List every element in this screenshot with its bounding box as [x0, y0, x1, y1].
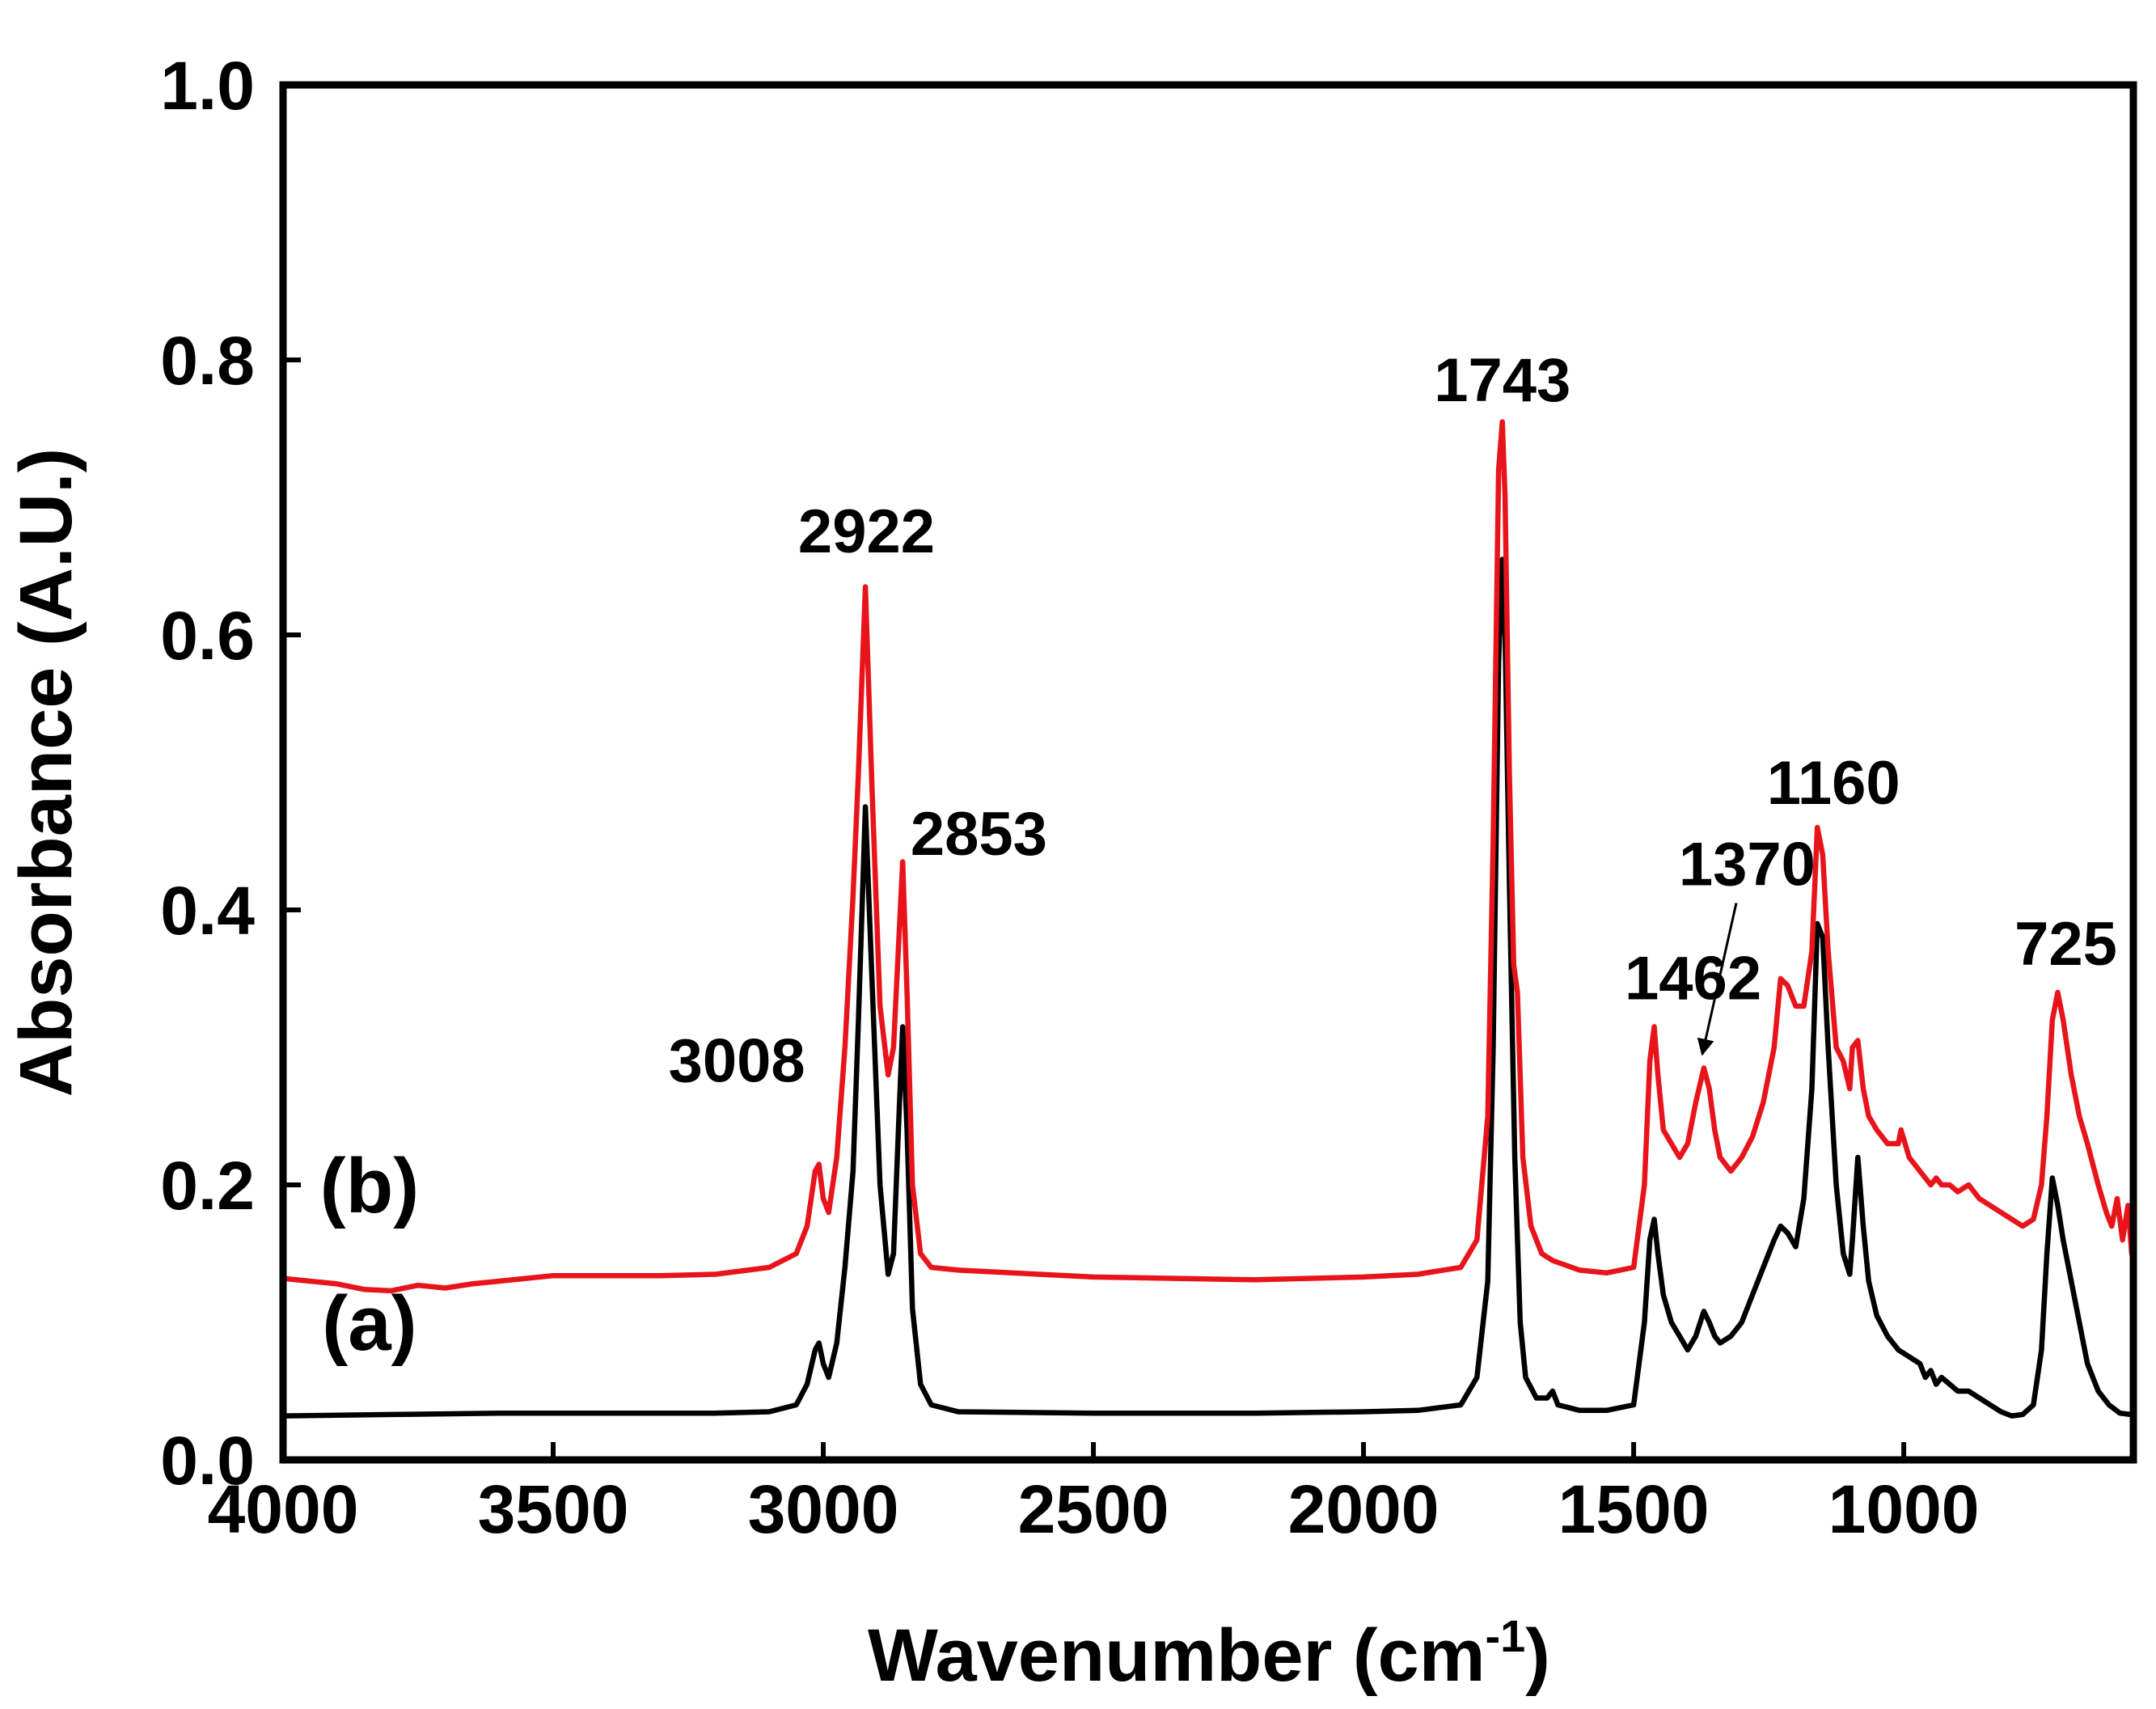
series-label: (b): [320, 1143, 420, 1229]
x-tick-label: 3000: [748, 1471, 899, 1547]
peak-label: 725: [2014, 910, 2117, 979]
y-tick-label: 0.2: [160, 1148, 255, 1224]
y-tick-label: 0.6: [160, 598, 255, 674]
y-axis-title: Absorbance (A.U.): [5, 448, 87, 1098]
series-line-0: [280, 556, 2133, 1419]
x-tick-label: 1500: [1558, 1471, 1710, 1547]
x-tick-label: 2000: [1288, 1471, 1439, 1547]
series-label: (a): [322, 1280, 416, 1367]
x-axis-title-superscript: -1: [1486, 1610, 1526, 1661]
annotation-arrow: [1697, 903, 1738, 1056]
x-tick-label: 1000: [1828, 1471, 1980, 1547]
y-tick-label: 0.4: [160, 873, 255, 949]
plot-frame: [279, 81, 2137, 1464]
x-tick-label: 2500: [1018, 1471, 1169, 1547]
x-axis-title-close: ): [1525, 1614, 1550, 1697]
peak-label: 3008: [669, 1027, 805, 1096]
y-tick-label: 0.8: [160, 323, 255, 399]
peak-label: 1462: [1625, 945, 1761, 1013]
x-tick-label: 3500: [478, 1471, 629, 1547]
peak-label: 1743: [1434, 346, 1570, 415]
peak-label: 2853: [911, 800, 1047, 869]
x-axis-title-main: Wavenumber (cm: [868, 1614, 1485, 1697]
series-layer: [280, 419, 2135, 1419]
peak-label: 2922: [798, 497, 935, 566]
peak-label: 1160: [1767, 749, 1900, 818]
peak-label: 1370: [1679, 830, 1816, 899]
annotation-layer: (a) (b) 3008 2922 2853 1743 1462 1370 1160 725: [320, 346, 2117, 1367]
x-axis-title: Wavenumber (cm-1): [868, 1610, 1550, 1697]
series-line-1: [280, 419, 2135, 1294]
x-tick-label: 4000: [208, 1471, 359, 1547]
y-tick-label: 0.0: [160, 1423, 255, 1499]
tick-layer: 4000 3500 3000 2500 2000 1500 1000 0.0 0.2 0.4 0.6…: [160, 48, 1979, 1547]
y-tick-label: 1.0: [160, 48, 255, 124]
